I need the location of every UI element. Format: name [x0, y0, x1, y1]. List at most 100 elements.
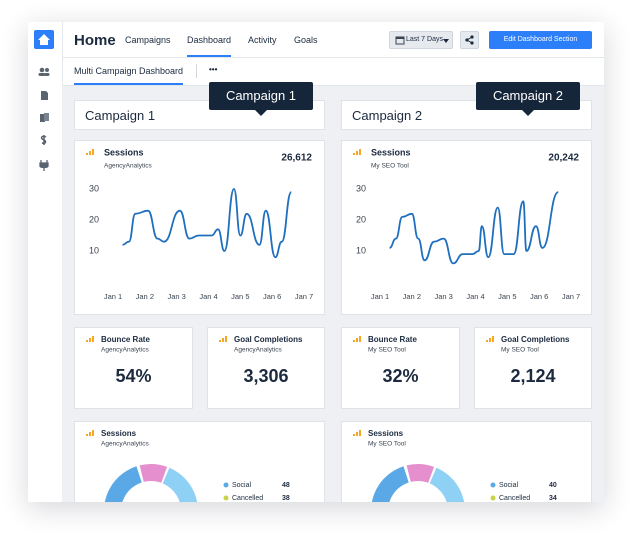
- metric-icon: [353, 149, 361, 155]
- icon-bar: [356, 151, 358, 155]
- icon-bar: [359, 149, 361, 155]
- card-source: My SEO Tool: [368, 347, 406, 354]
- more-tabs-button[interactable]: •••: [209, 65, 218, 74]
- icon-bar: [359, 336, 361, 342]
- tab[interactable]: Multi Campaign Dashboard: [74, 66, 184, 76]
- card-canvas: Goal Completions My SEO Tool: [486, 335, 570, 354]
- goals-card: Goal Completions AgencyAnalytics 3,306: [207, 327, 325, 409]
- card-source: My SEO Tool: [368, 441, 406, 448]
- sessions-line: [389, 191, 560, 265]
- donut-segment: [371, 466, 409, 502]
- legend-dot: [490, 482, 496, 488]
- sessions-total: 26,612: [281, 153, 312, 164]
- campaign-tooltip: Campaign 1: [209, 82, 313, 116]
- legend-label: Social: [499, 482, 519, 489]
- card-canvas: Sessions My SEO Tool 20,242 10 20 30 Jan 1 Jan …: [353, 147, 580, 301]
- y-tick-label: 30: [356, 183, 366, 193]
- card-canvas: Bounce Rate AgencyAnalytics: [86, 335, 150, 354]
- card-title: Sessions: [368, 429, 404, 438]
- x-tick-label: Jan 1: [371, 292, 389, 301]
- bounce-card: Bounce Rate My SEO Tool 32%: [341, 327, 460, 409]
- card-canvas: Sessions AgencyAnalytics Social 48 Cancelled…: [86, 429, 290, 502]
- bounce-card: Bounce Rate AgencyAnalytics 54%: [74, 327, 193, 409]
- x-tick-label: Jan 6: [530, 292, 548, 301]
- metric-icon: [353, 336, 361, 342]
- metric-icon: [86, 430, 94, 436]
- x-tick-label: Jan 2: [403, 292, 421, 301]
- metric-icon: [353, 430, 361, 436]
- icon-bar: [353, 340, 355, 342]
- nav-link[interactable]: Dashboard: [187, 35, 232, 45]
- legend-value: 48: [282, 482, 290, 489]
- x-tick-label: Jan 3: [434, 292, 452, 301]
- date-range-button[interactable]: Last 7 Days: [389, 31, 453, 49]
- icon-bar: [219, 340, 221, 342]
- icon-bar: [353, 153, 355, 155]
- page-title: Home: [74, 32, 116, 49]
- card-title: Goal Completions: [234, 335, 303, 344]
- nav-icons: [38, 67, 50, 171]
- x-tick-label: Jan 2: [136, 292, 154, 301]
- card-title: Goal Completions: [501, 335, 570, 344]
- metric-icon: [86, 336, 94, 342]
- donut-card: Sessions AgencyAnalytics Social 48 Cancelled…: [74, 421, 325, 502]
- sidebar: [28, 22, 63, 502]
- edit-dashboard-button[interactable]: Edit Dashboard Section: [489, 31, 592, 49]
- share-icon: [465, 35, 474, 45]
- calendar-icon: [395, 36, 405, 45]
- dropdown-caret: [443, 39, 449, 43]
- metric-value: 3,306: [243, 366, 289, 386]
- sessions-line: [122, 188, 293, 259]
- card-canvas: Sessions AgencyAnalytics 26,612 10 20 30 Jan 1…: [86, 147, 313, 301]
- sidebar-icons: [34, 30, 54, 171]
- x-tick-label: Jan 4: [199, 292, 217, 301]
- card-source: AgencyAnalytics: [101, 347, 149, 354]
- card-source: AgencyAnalytics: [104, 163, 152, 170]
- sessions-total: 20,242: [548, 153, 579, 164]
- metric-icon: [86, 149, 94, 155]
- donut-segment: [139, 464, 168, 483]
- nav-link[interactable]: Goals: [294, 35, 318, 45]
- top-bar: [62, 22, 604, 58]
- x-tick-label: Jan 5: [498, 292, 516, 301]
- y-tick-label: 20: [356, 214, 366, 224]
- nav-link[interactable]: Campaigns: [125, 35, 171, 45]
- sessions-card: Sessions My SEO Tool 20,242 10 20 30 Jan 1 Jan …: [341, 140, 592, 315]
- donut-segment: [429, 467, 465, 502]
- icon-bar: [86, 153, 88, 155]
- legend-label: Cancelled: [499, 495, 530, 502]
- x-tick-label: Jan 4: [466, 292, 484, 301]
- icon-bar: [489, 338, 491, 342]
- metric-value: 54%: [115, 366, 152, 386]
- campaign-tooltip: Campaign 2: [476, 82, 580, 116]
- icon-bar: [92, 430, 94, 436]
- card-title: Sessions: [371, 147, 411, 157]
- share-button[interactable]: [460, 31, 479, 49]
- tab-bar: [62, 58, 604, 86]
- icon-bar: [92, 336, 94, 342]
- icon-bar: [86, 340, 88, 342]
- card-title: Sessions: [101, 429, 137, 438]
- icon-bar: [89, 338, 91, 342]
- nav-active-underline: [187, 55, 231, 57]
- x-tick-label: Jan 5: [231, 292, 249, 301]
- legend-label: Social: [232, 482, 252, 489]
- card-source: AgencyAnalytics: [234, 347, 282, 354]
- x-tick-label: Jan 6: [263, 292, 281, 301]
- dashboard-content: Campaign 1 Sessions AgencyAnalytics 26,612 1…: [62, 86, 604, 502]
- donut-segment: [406, 464, 435, 483]
- goals-card: Goal Completions My SEO Tool 2,124: [474, 327, 592, 409]
- donut-segment: [104, 466, 142, 502]
- legend-value: 40: [549, 482, 557, 489]
- card-title: Sessions: [104, 147, 144, 157]
- icon-bar: [89, 151, 91, 155]
- y-tick-label: 30: [89, 183, 99, 193]
- card-source: AgencyAnalytics: [101, 441, 149, 448]
- card-source: My SEO Tool: [501, 347, 539, 354]
- home-icon: [38, 34, 50, 45]
- nav-link[interactable]: Activity: [248, 35, 277, 45]
- card-canvas: Sessions My SEO Tool Social 40 Cancelled 34: [353, 429, 557, 502]
- metric-icon: [219, 336, 227, 342]
- x-tick-label: Jan 3: [167, 292, 185, 301]
